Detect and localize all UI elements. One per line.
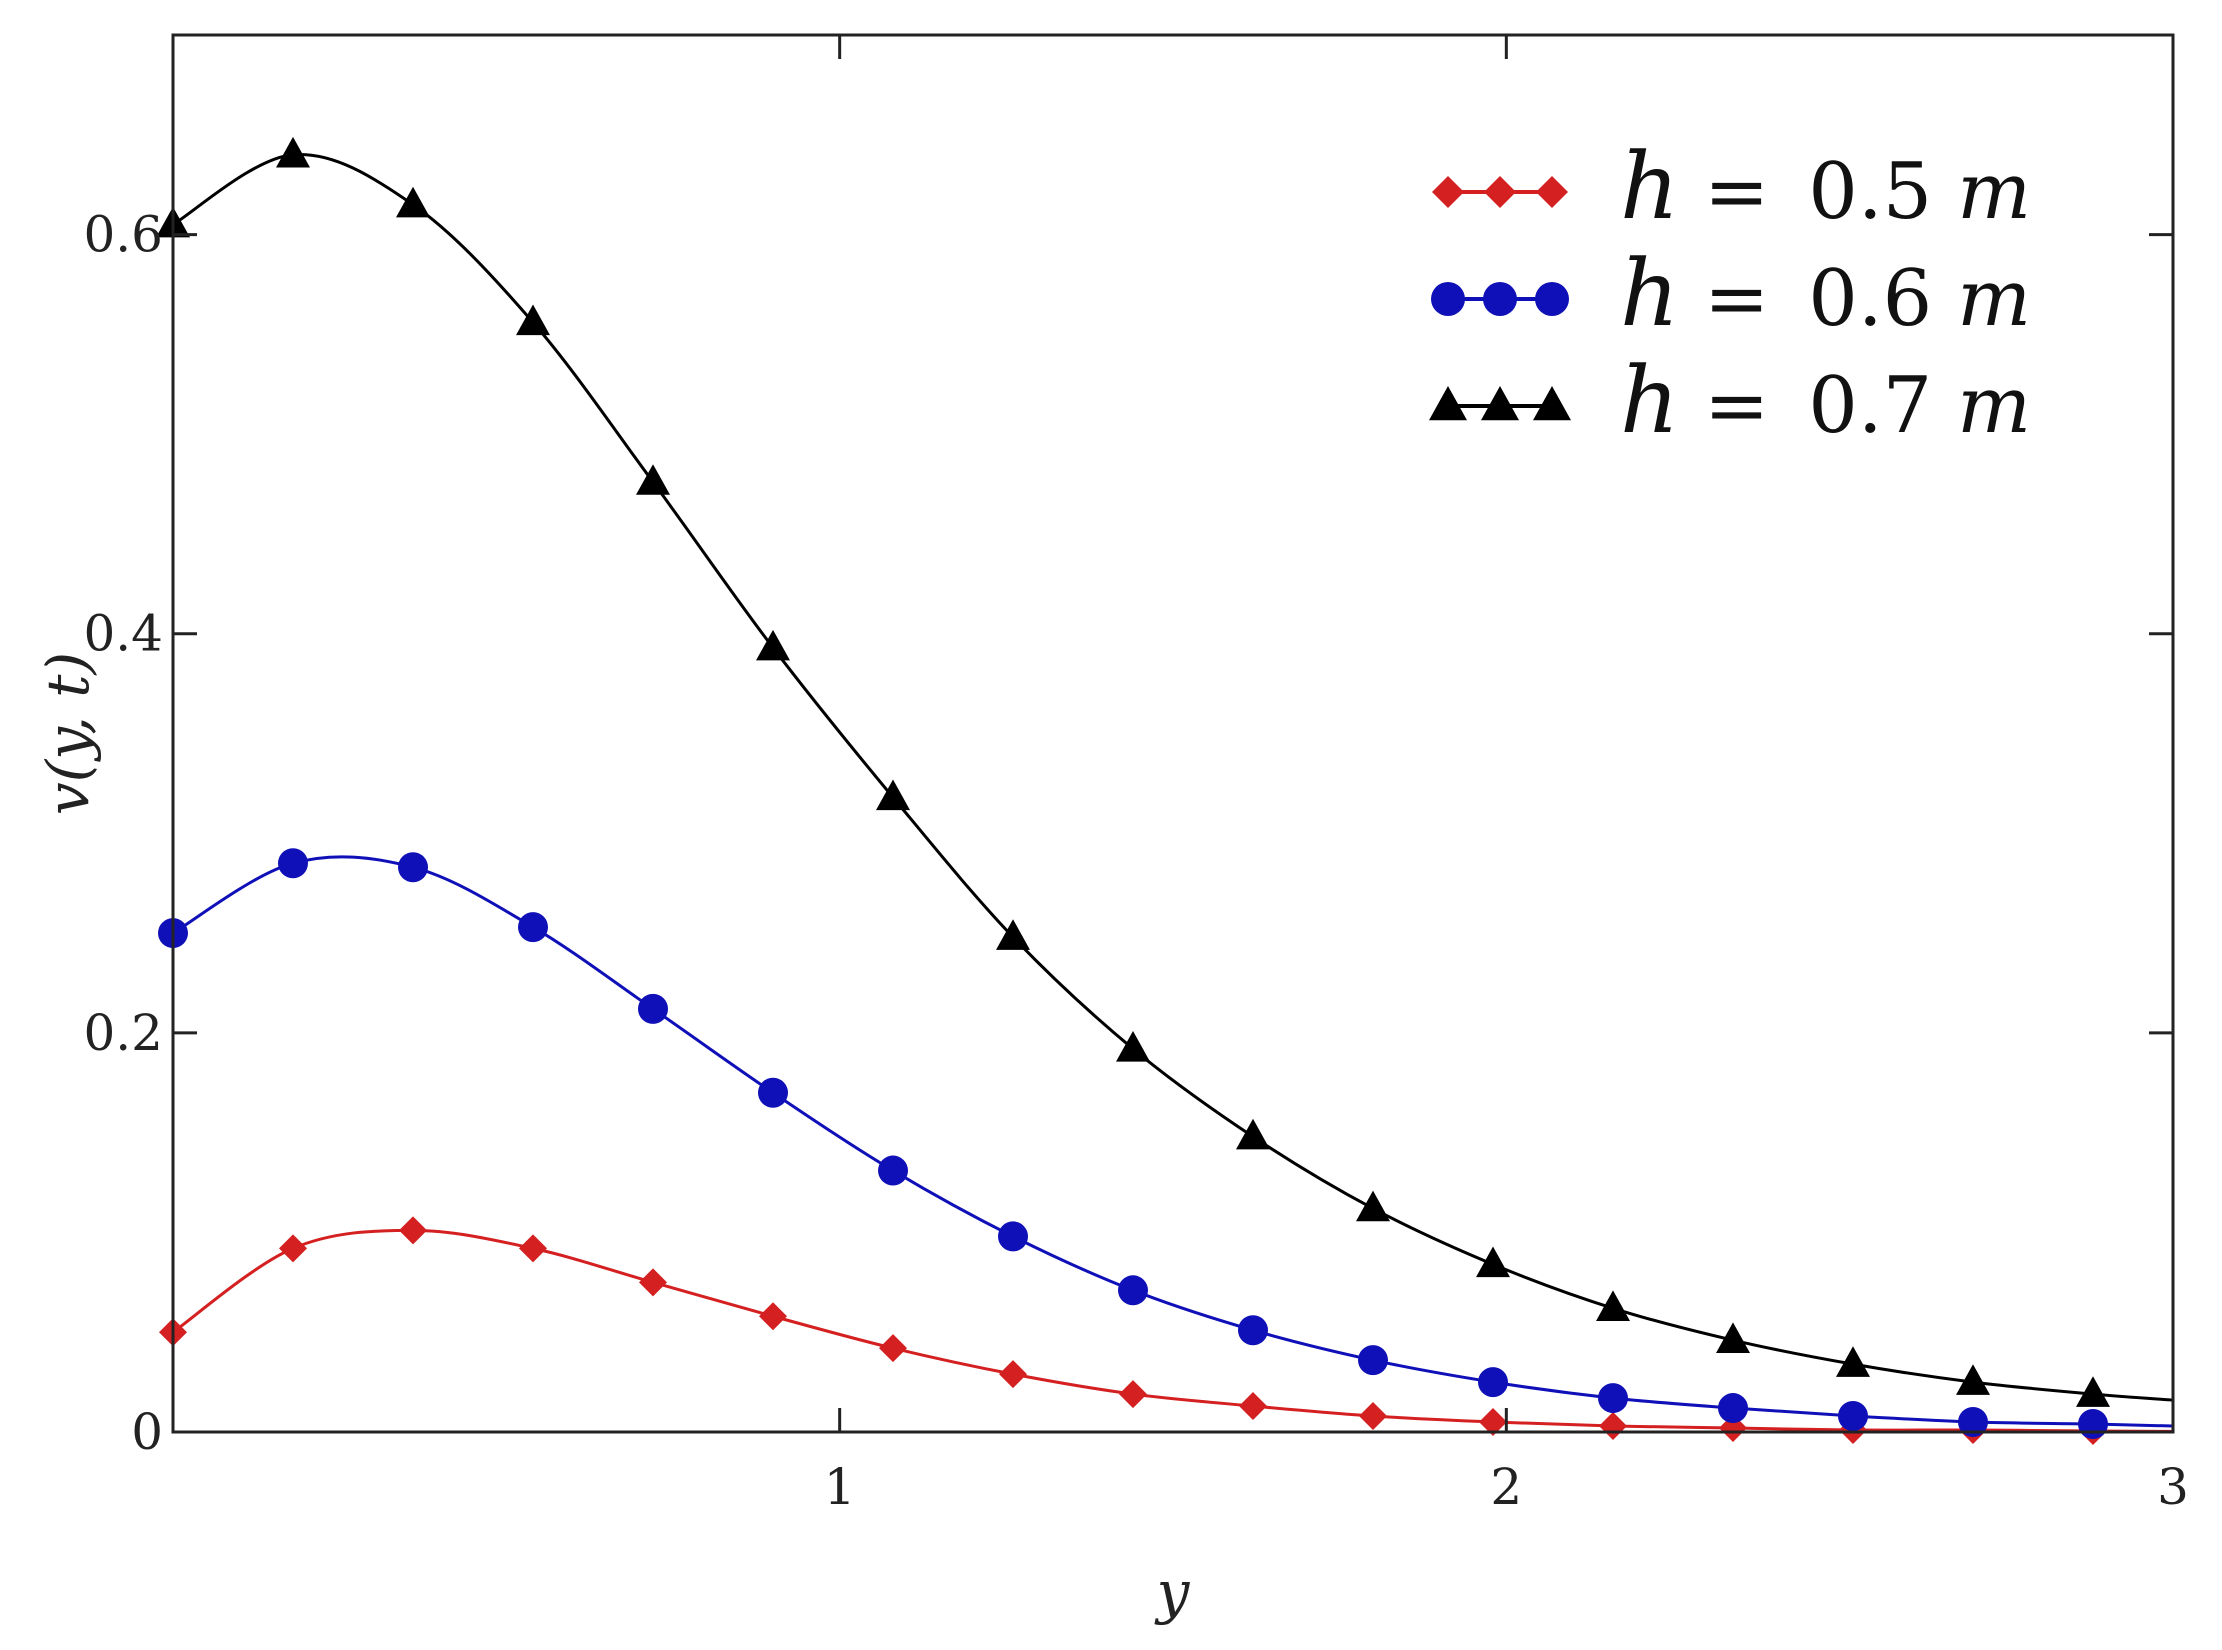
legend-marker-1-0 — [1431, 282, 1465, 316]
data-point-0-1 — [279, 1234, 307, 1263]
legend-var: h — [1620, 133, 1679, 240]
legend-value: 0.5 — [1808, 147, 1957, 237]
data-point-1-1 — [278, 848, 308, 879]
data-point-1-12 — [1598, 1383, 1628, 1414]
legend-marker-1-2 — [1535, 282, 1569, 316]
data-point-2-6 — [876, 779, 910, 811]
legend-marker-2-0 — [1429, 386, 1467, 421]
legend-marker-0-2 — [1536, 176, 1568, 208]
data-point-2-2 — [396, 186, 430, 218]
legend-var: h — [1620, 240, 1679, 347]
data-point-1-9 — [1238, 1315, 1268, 1346]
legend-unit: m — [1957, 147, 2031, 237]
y-tick-label: 0.6 — [83, 206, 163, 264]
data-point-2-4 — [636, 464, 670, 495]
legend: h = 0.5 mh = 0.6 mh = 0.7 m — [1429, 133, 2031, 454]
data-point-2-3 — [516, 304, 550, 336]
data-point-0-7 — [999, 1360, 1027, 1389]
legend-marker-2-1 — [1481, 386, 1519, 421]
y-tick-label: 0.2 — [83, 1004, 163, 1062]
legend-unit: m — [1957, 361, 2031, 451]
legend-item-1: h = 0.6 m — [1431, 240, 2031, 347]
data-point-1-6 — [878, 1155, 908, 1186]
data-point-2-13 — [1716, 1322, 1750, 1353]
series-1 — [158, 848, 2174, 1440]
data-point-0-6 — [879, 1334, 907, 1363]
data-point-1-4 — [638, 993, 668, 1024]
data-point-0-8 — [1119, 1380, 1147, 1409]
data-point-1-13 — [1718, 1393, 1748, 1424]
data-point-2-9 — [1236, 1118, 1270, 1150]
legend-marker-1-1 — [1483, 282, 1517, 316]
series-line-1 — [172, 855, 2174, 1428]
legend-value: 0.7 — [1808, 361, 1957, 451]
data-point-1-7 — [998, 1221, 1028, 1252]
legend-label-0: h = 0.5 m — [1620, 133, 2031, 240]
data-point-0-9 — [1239, 1392, 1267, 1421]
legend-item-2: h = 0.7 m — [1429, 347, 2031, 454]
axis-ticks: 1 2 3 0 0.2 0.4 0.6 — [83, 35, 2189, 1516]
data-point-2-7 — [996, 919, 1030, 950]
x-tick-label: 1 — [824, 1458, 856, 1516]
legend-eq: = — [1679, 361, 1794, 451]
legend-value: 0.6 — [1808, 254, 1957, 344]
data-point-2-8 — [1116, 1030, 1150, 1062]
data-point-1-8 — [1118, 1275, 1148, 1306]
data-point-1-15 — [1958, 1407, 1988, 1438]
data-point-0-3 — [519, 1234, 547, 1263]
x-tick-label: 2 — [1490, 1458, 1522, 1516]
data-point-2-16 — [2076, 1376, 2110, 1407]
plot-frame — [171, 33, 2175, 1434]
legend-eq: = — [1679, 254, 1794, 344]
y-tick-label: 0.4 — [83, 605, 163, 663]
data-point-2-10 — [1356, 1190, 1390, 1222]
x-tick-label: 3 — [2157, 1458, 2189, 1516]
legend-marker-0-1 — [1484, 176, 1516, 208]
series-2 — [156, 136, 2174, 1407]
data-point-0-10 — [1359, 1402, 1387, 1431]
legend-marker-0-0 — [1432, 176, 1464, 208]
data-point-0-12 — [1599, 1412, 1627, 1441]
data-point-0-2 — [399, 1216, 427, 1245]
data-point-1-3 — [518, 912, 548, 943]
data-point-1-10 — [1358, 1345, 1388, 1376]
data-point-2-11 — [1476, 1246, 1510, 1278]
y-axis-title: v(y, t) — [34, 652, 102, 815]
series-0 — [159, 1216, 2174, 1446]
data-point-1-11 — [1478, 1367, 1508, 1398]
y-tick-label: 0 — [131, 1403, 163, 1461]
data-point-1-5 — [758, 1077, 788, 1108]
legend-item-0: h = 0.5 m — [1432, 133, 2031, 240]
legend-var: h — [1620, 347, 1679, 454]
x-axis-title: y — [1154, 1558, 1191, 1626]
legend-marker-2-2 — [1533, 386, 1571, 421]
data-point-1-16 — [2078, 1409, 2108, 1440]
data-point-0-11 — [1479, 1408, 1507, 1437]
data-point-1-2 — [398, 852, 428, 883]
legend-unit: m — [1957, 254, 2031, 344]
data-point-0-5 — [759, 1302, 787, 1331]
data-point-2-15 — [1956, 1364, 1990, 1395]
series-line-0 — [172, 1228, 2174, 1433]
data-point-2-1 — [276, 136, 310, 168]
data-point-2-14 — [1836, 1346, 1870, 1377]
legend-eq: = — [1679, 147, 1794, 237]
legend-label-1: h = 0.6 m — [1620, 240, 2031, 347]
data-point-1-14 — [1838, 1401, 1868, 1432]
data-point-0-4 — [639, 1268, 667, 1297]
legend-label-2: h = 0.7 m — [1620, 347, 2031, 454]
data-point-2-12 — [1596, 1290, 1630, 1322]
data-point-2-5 — [756, 629, 790, 661]
plot-area — [156, 136, 2174, 1446]
